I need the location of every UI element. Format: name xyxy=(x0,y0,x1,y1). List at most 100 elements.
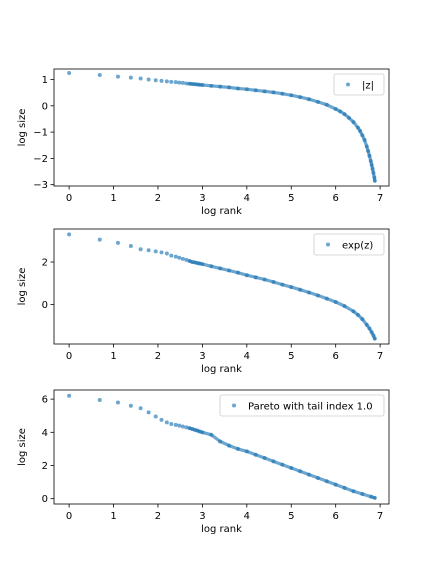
x-tick-label: 1 xyxy=(110,351,116,362)
legend-box xyxy=(313,233,385,256)
data-point xyxy=(146,248,151,253)
y-tick-label: 0 xyxy=(42,300,48,311)
x-tick-label: 7 xyxy=(377,511,383,522)
data-point xyxy=(169,422,174,427)
data-point xyxy=(128,244,133,249)
y-tick-label: 2 xyxy=(42,461,48,472)
data-point xyxy=(180,424,185,429)
data-point xyxy=(159,78,164,83)
legend-marker xyxy=(346,82,350,87)
y-axis-label: log size xyxy=(17,109,28,147)
panel-1: 0 1 2 3 4 5 6 7 −3 −2 −1 0 1 log rank log size |z| xyxy=(17,68,390,217)
data-point xyxy=(97,397,102,402)
x-tick-label: 7 xyxy=(377,193,383,204)
data-point xyxy=(169,79,174,84)
data-point xyxy=(67,232,72,237)
x-tick-label: 2 xyxy=(155,511,161,522)
data-point xyxy=(173,422,178,427)
x-tick-label: 5 xyxy=(288,511,294,522)
data-point xyxy=(153,78,158,83)
x-tick-label: 5 xyxy=(288,193,294,204)
data-point xyxy=(128,403,133,408)
series-points xyxy=(67,232,377,341)
x-axis-label: log rank xyxy=(201,364,242,375)
data-point xyxy=(138,247,143,252)
y-tick-label: 0 xyxy=(42,101,48,112)
data-point xyxy=(115,400,120,405)
legend: exp(z) xyxy=(313,233,385,256)
x-tick-label: 0 xyxy=(66,511,72,522)
y-tick-label: 6 xyxy=(42,395,48,406)
data-point xyxy=(146,77,151,82)
y-tick-label: 2 xyxy=(42,258,48,269)
x-axis-label: log rank xyxy=(201,524,242,535)
legend: Pareto with tail index 1.0 xyxy=(219,394,385,417)
data-point xyxy=(184,257,189,262)
x-tick-label: 7 xyxy=(377,351,383,362)
axes-frame xyxy=(53,68,390,187)
y-tick-label: 4 xyxy=(42,428,48,439)
y-tick-label: 0 xyxy=(42,494,48,505)
data-point xyxy=(153,414,158,419)
axes-frame xyxy=(53,228,390,345)
legend-label: |z| xyxy=(362,81,374,92)
data-point xyxy=(153,249,158,254)
legend: |z| xyxy=(333,73,385,96)
data-point xyxy=(164,79,169,84)
data-point xyxy=(177,255,182,260)
x-tick-label: 0 xyxy=(66,351,72,362)
y-axis-label: log size xyxy=(17,268,28,306)
series-points xyxy=(67,393,377,500)
data-point xyxy=(138,76,143,81)
data-point xyxy=(180,80,185,85)
x-tick-label: 1 xyxy=(110,511,116,522)
data-point xyxy=(184,81,189,86)
data-point xyxy=(97,237,102,242)
x-axis-label: log rank xyxy=(201,206,242,217)
legend-label: Pareto with tail index 1.0 xyxy=(248,402,373,413)
x-tick-label: 3 xyxy=(199,511,205,522)
data-point xyxy=(173,254,178,259)
data-point xyxy=(169,253,174,258)
data-point xyxy=(138,406,143,411)
legend-marker xyxy=(232,403,236,408)
panel-3: 0 1 2 3 4 5 6 7 0 2 4 6 log rank log size Pareto with … xyxy=(17,389,390,535)
x-tick-label: 6 xyxy=(332,193,338,204)
x-tick-label: 6 xyxy=(332,511,338,522)
x-tick-label: 2 xyxy=(155,193,161,204)
y-tick-label: 1 xyxy=(42,75,48,86)
x-tick-label: 3 xyxy=(199,193,205,204)
data-point xyxy=(97,73,102,78)
dense-points-trail xyxy=(187,259,377,341)
series-points xyxy=(67,70,377,183)
data-point xyxy=(164,420,169,425)
data-point xyxy=(128,75,133,80)
x-tick-label: 0 xyxy=(66,193,72,204)
x-tick-label: 4 xyxy=(244,351,250,362)
y-tick-label: −3 xyxy=(33,180,48,191)
data-point xyxy=(173,80,178,85)
data-point xyxy=(67,70,72,75)
data-point xyxy=(115,74,120,79)
data-point xyxy=(184,425,189,430)
y-tick-label: −2 xyxy=(33,154,48,165)
x-tick-label: 5 xyxy=(288,351,294,362)
x-tick-label: 3 xyxy=(199,351,205,362)
data-point xyxy=(67,393,72,398)
data-point xyxy=(146,410,151,415)
y-axis-label: log size xyxy=(17,428,28,466)
panel-2: 0 1 2 3 4 5 6 7 0 2 log rank log size exp(z) xyxy=(17,228,390,375)
axes-frame xyxy=(53,389,390,505)
data-point xyxy=(180,256,185,261)
y-tick-label: −1 xyxy=(33,128,48,139)
data-point xyxy=(177,80,182,85)
dense-points-trail xyxy=(187,426,377,500)
legend-marker xyxy=(326,242,330,247)
data-point xyxy=(115,240,120,245)
dense-points-trail xyxy=(187,82,377,183)
data-point xyxy=(164,251,169,256)
x-tick-label: 4 xyxy=(244,193,250,204)
x-tick-label: 2 xyxy=(155,351,161,362)
data-point xyxy=(159,417,164,422)
